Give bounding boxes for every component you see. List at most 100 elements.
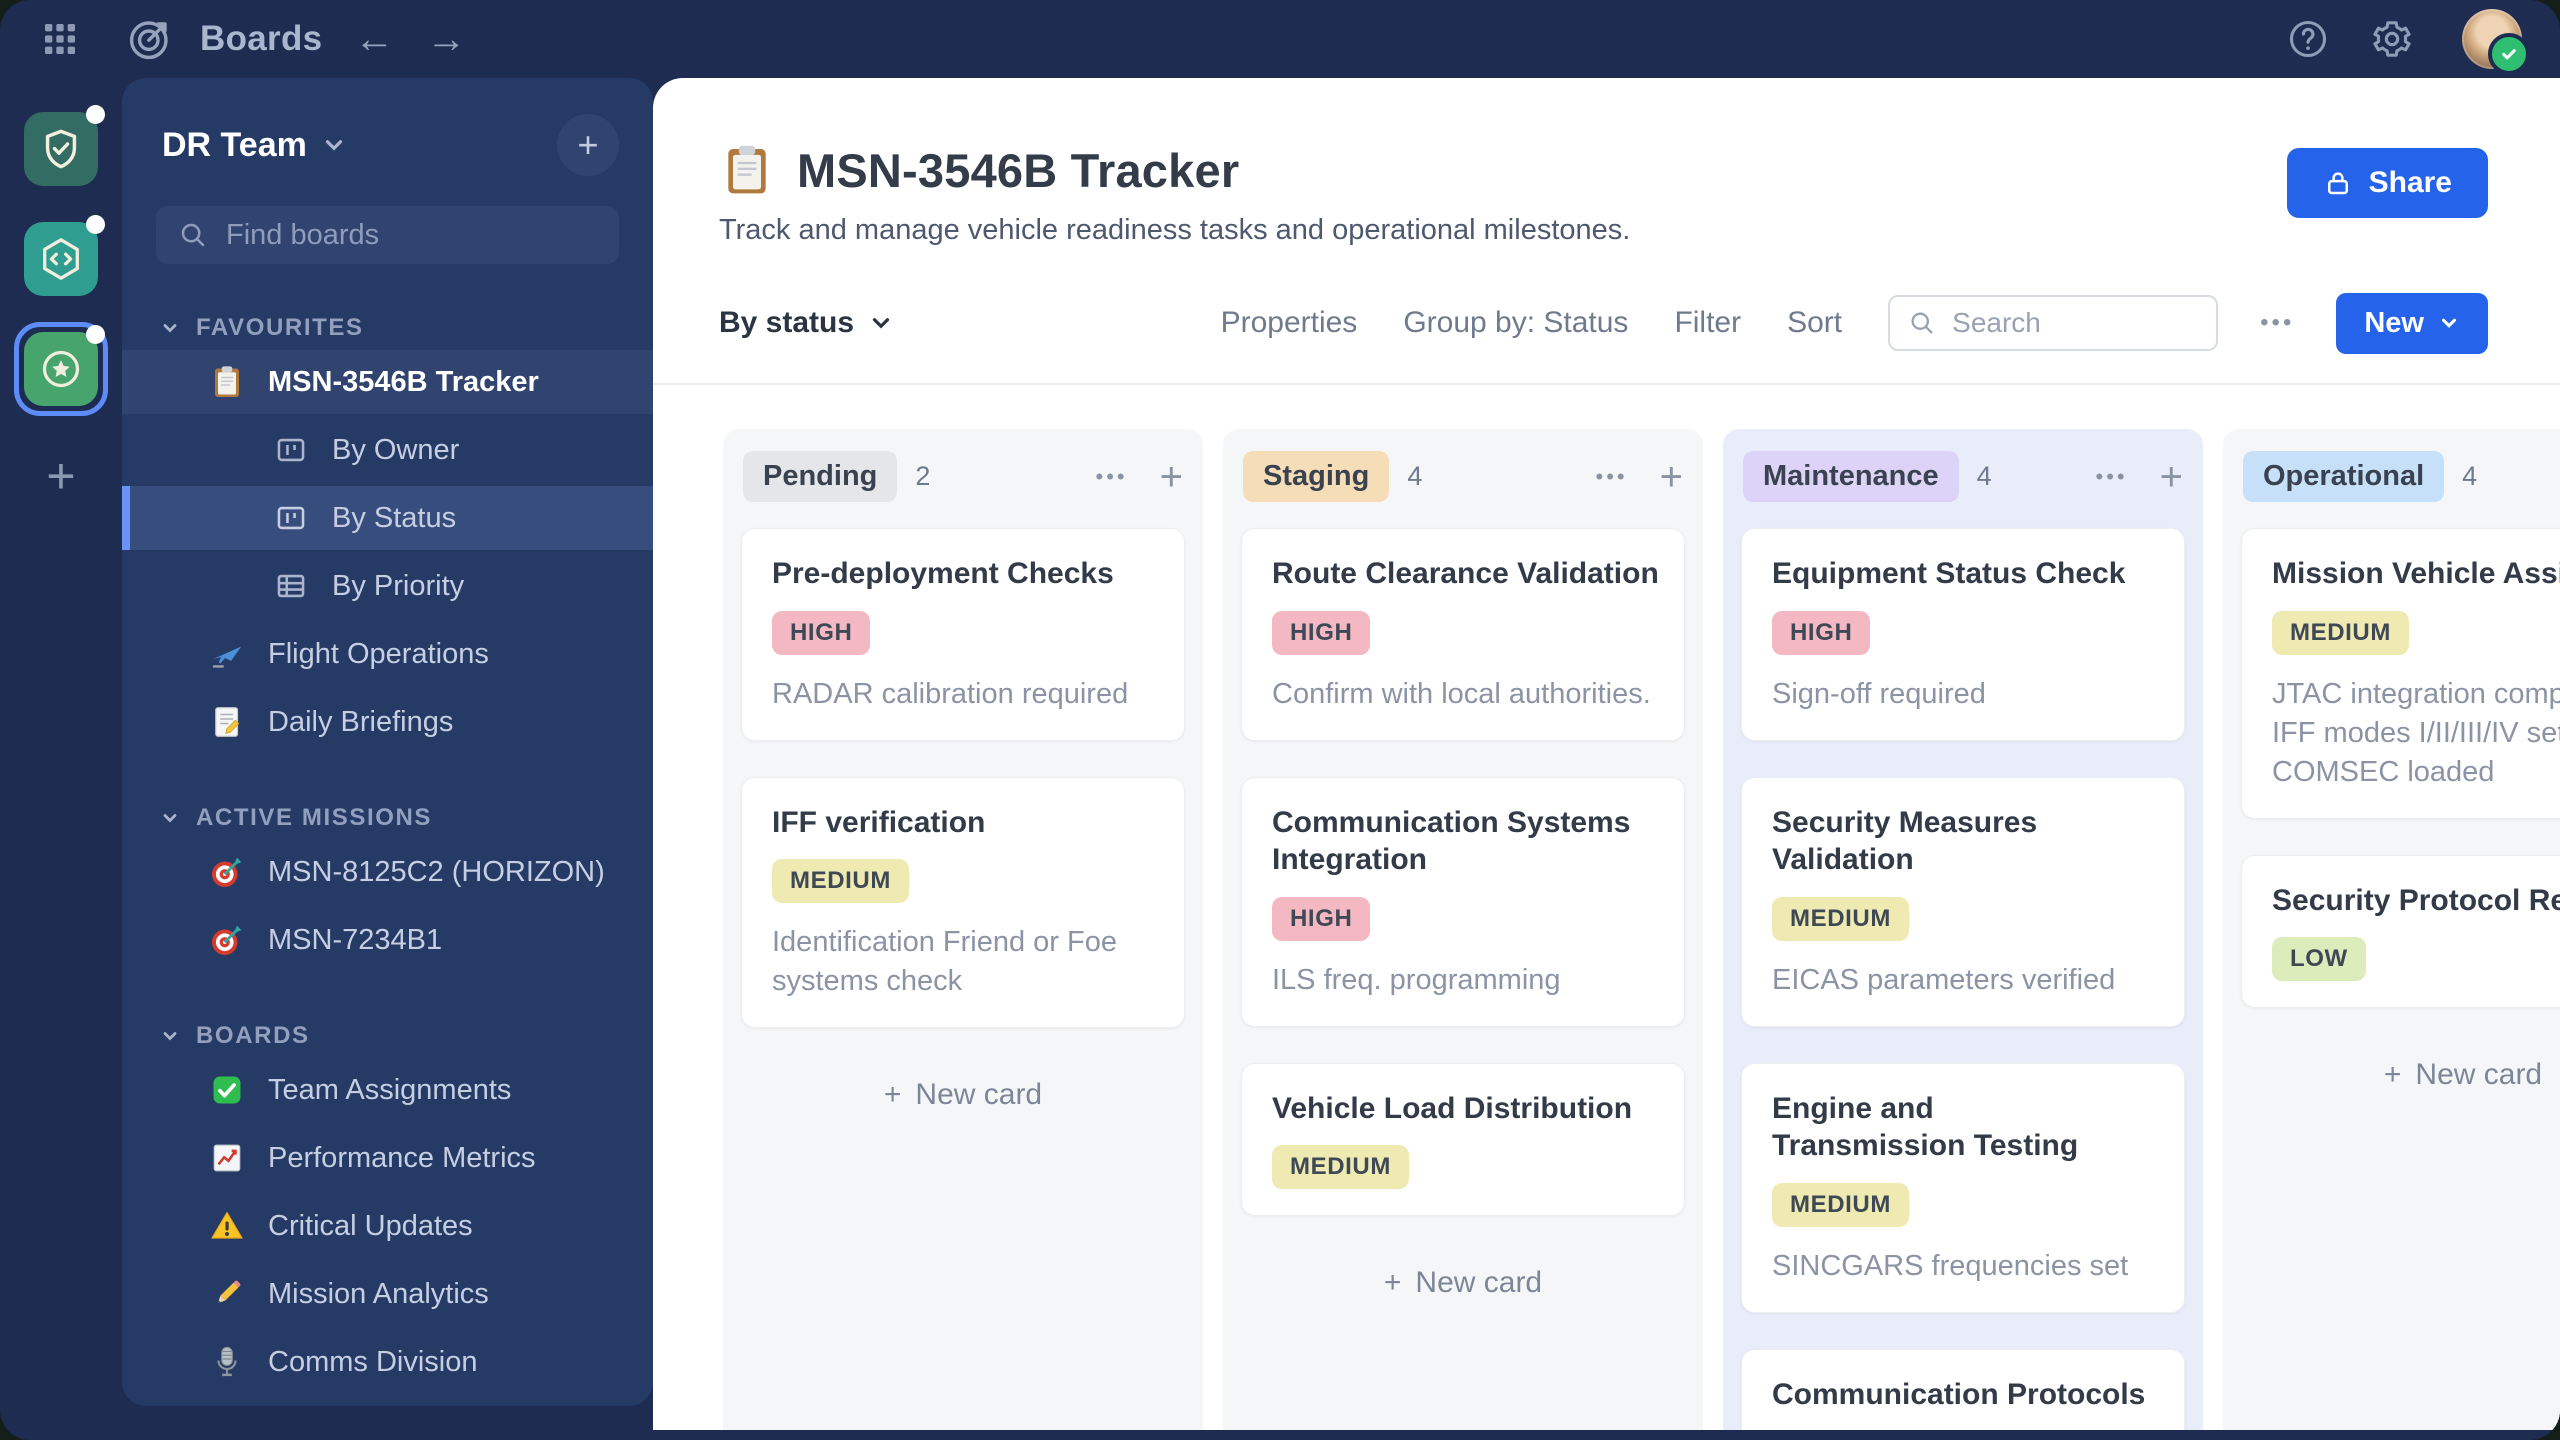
view-selector[interactable]: By status bbox=[719, 306, 894, 340]
sidebar-item-msn-8125c2-horizon[interactable]: MSN-8125C2 (HORIZON) bbox=[122, 840, 653, 904]
card-engine-and-transmission-testing[interactable]: Engine and Transmission Testing MEDIUM S… bbox=[1741, 1062, 2185, 1313]
find-boards-input[interactable] bbox=[224, 217, 605, 253]
sidebar-item-comms-division[interactable]: Comms Division bbox=[122, 1330, 653, 1394]
clipboard-icon bbox=[208, 363, 246, 401]
toolbar-divider bbox=[653, 383, 2560, 385]
sidebar-item-label: Critical Updates bbox=[268, 1209, 473, 1242]
app-grid-icon[interactable] bbox=[38, 17, 82, 61]
sidebar-item-flight-operations[interactable]: Flight Operations bbox=[122, 622, 653, 686]
column-name-pill[interactable]: Pending bbox=[743, 451, 898, 502]
kanban-view-icon bbox=[272, 499, 310, 537]
card-communication-protocols[interactable]: Communication Protocols LOW bbox=[1741, 1348, 2185, 1430]
board-search-input[interactable] bbox=[1950, 306, 2199, 340]
section-active-missions[interactable]: ACTIVE MISSIONS bbox=[160, 804, 653, 832]
workspace-code-app[interactable] bbox=[24, 215, 105, 296]
column-name-pill[interactable]: Maintenance bbox=[1743, 451, 1959, 502]
column-count: 2 bbox=[915, 461, 931, 491]
card-vehicle-load-distribution[interactable]: Vehicle Load Distribution MEDIUM bbox=[1241, 1062, 1685, 1217]
sidebar-view-by-owner[interactable]: By Owner bbox=[122, 418, 653, 482]
new-card-button[interactable]: + New card bbox=[2241, 1048, 2560, 1102]
column-add-card-button[interactable]: + bbox=[1659, 454, 1683, 499]
plus-icon: + bbox=[883, 1078, 902, 1112]
card-route-clearance-validation[interactable]: Route Clearance Validation HIGH Confirm … bbox=[1241, 528, 1685, 741]
sidebar-item-label: Mission Analytics bbox=[268, 1277, 489, 1310]
chevron-down-icon bbox=[160, 808, 180, 828]
sidebar-item-performance-metrics[interactable]: Performance Metrics bbox=[122, 1126, 653, 1190]
sidebar-item-label: Flight Operations bbox=[268, 637, 489, 670]
team-selector[interactable]: DR Team bbox=[162, 125, 307, 164]
add-board-button[interactable]: + bbox=[557, 114, 619, 176]
check-mark-icon bbox=[208, 1071, 246, 1109]
share-button[interactable]: Share bbox=[2286, 148, 2488, 218]
new-card-button[interactable]: + New card bbox=[1241, 1256, 1685, 1310]
column-more-button[interactable]: ••• bbox=[2095, 463, 2128, 489]
section-favourites[interactable]: FAVOURITES bbox=[160, 314, 653, 342]
board-toolbar: By status Properties Group by: Status Fi… bbox=[653, 292, 2560, 354]
notification-dot bbox=[86, 325, 105, 344]
sidebar-view-by-priority[interactable]: By Priority bbox=[122, 554, 653, 618]
priority-badge: MEDIUM bbox=[2272, 610, 2409, 655]
boards-logo-target-icon bbox=[126, 15, 174, 63]
column-add-card-button[interactable]: + bbox=[2159, 454, 2183, 499]
gear-icon[interactable] bbox=[2370, 17, 2414, 61]
pencil-icon bbox=[208, 1275, 246, 1313]
microphone-icon bbox=[208, 1343, 246, 1381]
workspace-shield-app[interactable] bbox=[24, 105, 105, 186]
priority-badge: HIGH bbox=[1272, 896, 1371, 941]
sidebar-item-label: Team Assignments bbox=[268, 1073, 512, 1106]
sidebar-item-critical-updates[interactable]: Critical Updates bbox=[122, 1194, 653, 1258]
group-by-button[interactable]: Group by: Status bbox=[1403, 306, 1629, 339]
card-security-protocol-review[interactable]: Security Protocol Review LOW bbox=[2241, 854, 2560, 1009]
kanban-board: Pending 2 ••• + Pre-deployment Checks HI… bbox=[653, 385, 2560, 1430]
chevron-down-icon bbox=[160, 1026, 180, 1046]
section-boards[interactable]: BOARDS bbox=[160, 1022, 653, 1050]
sidebar-item-mission-analytics[interactable]: Mission Analytics bbox=[122, 1262, 653, 1326]
column-name-pill[interactable]: Operational bbox=[2243, 451, 2445, 502]
board-column-maintenance: Maintenance 4 ••• + Equipment Status Che… bbox=[1723, 429, 2203, 1430]
properties-button[interactable]: Properties bbox=[1220, 306, 1358, 339]
sidebar-item-msn-3546b-tracker[interactable]: MSN-3546B Tracker bbox=[122, 350, 653, 414]
card-security-measures-validation[interactable]: Security Measures Validation MEDIUM EICA… bbox=[1741, 776, 2185, 1027]
sidebar-item-label: By Priority bbox=[332, 569, 465, 602]
column-add-card-button[interactable]: + bbox=[1159, 454, 1183, 499]
sidebar-item-label: MSN-8125C2 (HORIZON) bbox=[268, 855, 605, 888]
column-more-button[interactable]: ••• bbox=[1095, 463, 1128, 489]
sidebar-view-by-status[interactable]: By Status bbox=[122, 486, 653, 550]
card-iff-verification[interactable]: IFF verification MEDIUM Identification F… bbox=[741, 776, 1185, 1029]
search-icon bbox=[1911, 312, 1933, 334]
card-communication-systems-integration[interactable]: Communication Systems Integration HIGH I… bbox=[1241, 776, 1685, 1027]
add-workspace-button[interactable]: + bbox=[40, 450, 81, 502]
workspace-boards-app-active[interactable] bbox=[24, 325, 105, 406]
priority-badge: LOW bbox=[2272, 937, 2366, 982]
filter-button[interactable]: Filter bbox=[1674, 306, 1742, 339]
chevron-down-icon bbox=[321, 132, 347, 158]
sidebar-item-msn-7234b1[interactable]: MSN-7234B1 bbox=[122, 908, 653, 972]
sidebar-item-daily-briefings[interactable]: Daily Briefings bbox=[122, 690, 653, 754]
sidebar-item-label: Comms Division bbox=[268, 1345, 478, 1378]
board-column-operational: Operational 4 ••• + Mission Vehicle Assi… bbox=[2223, 429, 2560, 1430]
new-card-button[interactable]: + New card bbox=[741, 1068, 1185, 1122]
priority-badge: HIGH bbox=[772, 610, 871, 655]
more-options-button[interactable]: ••• bbox=[2254, 308, 2300, 338]
column-more-button[interactable]: ••• bbox=[1595, 463, 1628, 489]
topbar: Boards ← → bbox=[0, 0, 2560, 78]
kanban-view-icon bbox=[272, 431, 310, 469]
workspace-rail: + bbox=[0, 78, 122, 1440]
board-search[interactable] bbox=[1888, 295, 2219, 351]
column-name-pill[interactable]: Staging bbox=[1243, 451, 1390, 502]
user-avatar[interactable] bbox=[2462, 9, 2530, 75]
column-count: 4 bbox=[2462, 461, 2478, 491]
sidebar-item-team-assignments[interactable]: Team Assignments bbox=[122, 1058, 653, 1122]
warning-icon bbox=[208, 1207, 246, 1245]
card-mission-vehicle-assignment[interactable]: Mission Vehicle Assignment MEDIUM JTAC i… bbox=[2241, 528, 2560, 819]
sidebar-item-label: Performance Metrics bbox=[268, 1141, 536, 1174]
card-equipment-status-check[interactable]: Equipment Status Check HIGH Sign-off req… bbox=[1741, 528, 2185, 741]
back-button[interactable]: ← bbox=[354, 17, 395, 61]
help-icon[interactable] bbox=[2286, 17, 2330, 61]
sort-button[interactable]: Sort bbox=[1787, 306, 1843, 339]
card-pre-deployment-checks[interactable]: Pre-deployment Checks HIGH RADAR calibra… bbox=[741, 528, 1185, 741]
new-button[interactable]: New bbox=[2336, 292, 2488, 354]
forward-button[interactable]: → bbox=[426, 17, 467, 61]
find-boards-search[interactable] bbox=[156, 206, 619, 264]
